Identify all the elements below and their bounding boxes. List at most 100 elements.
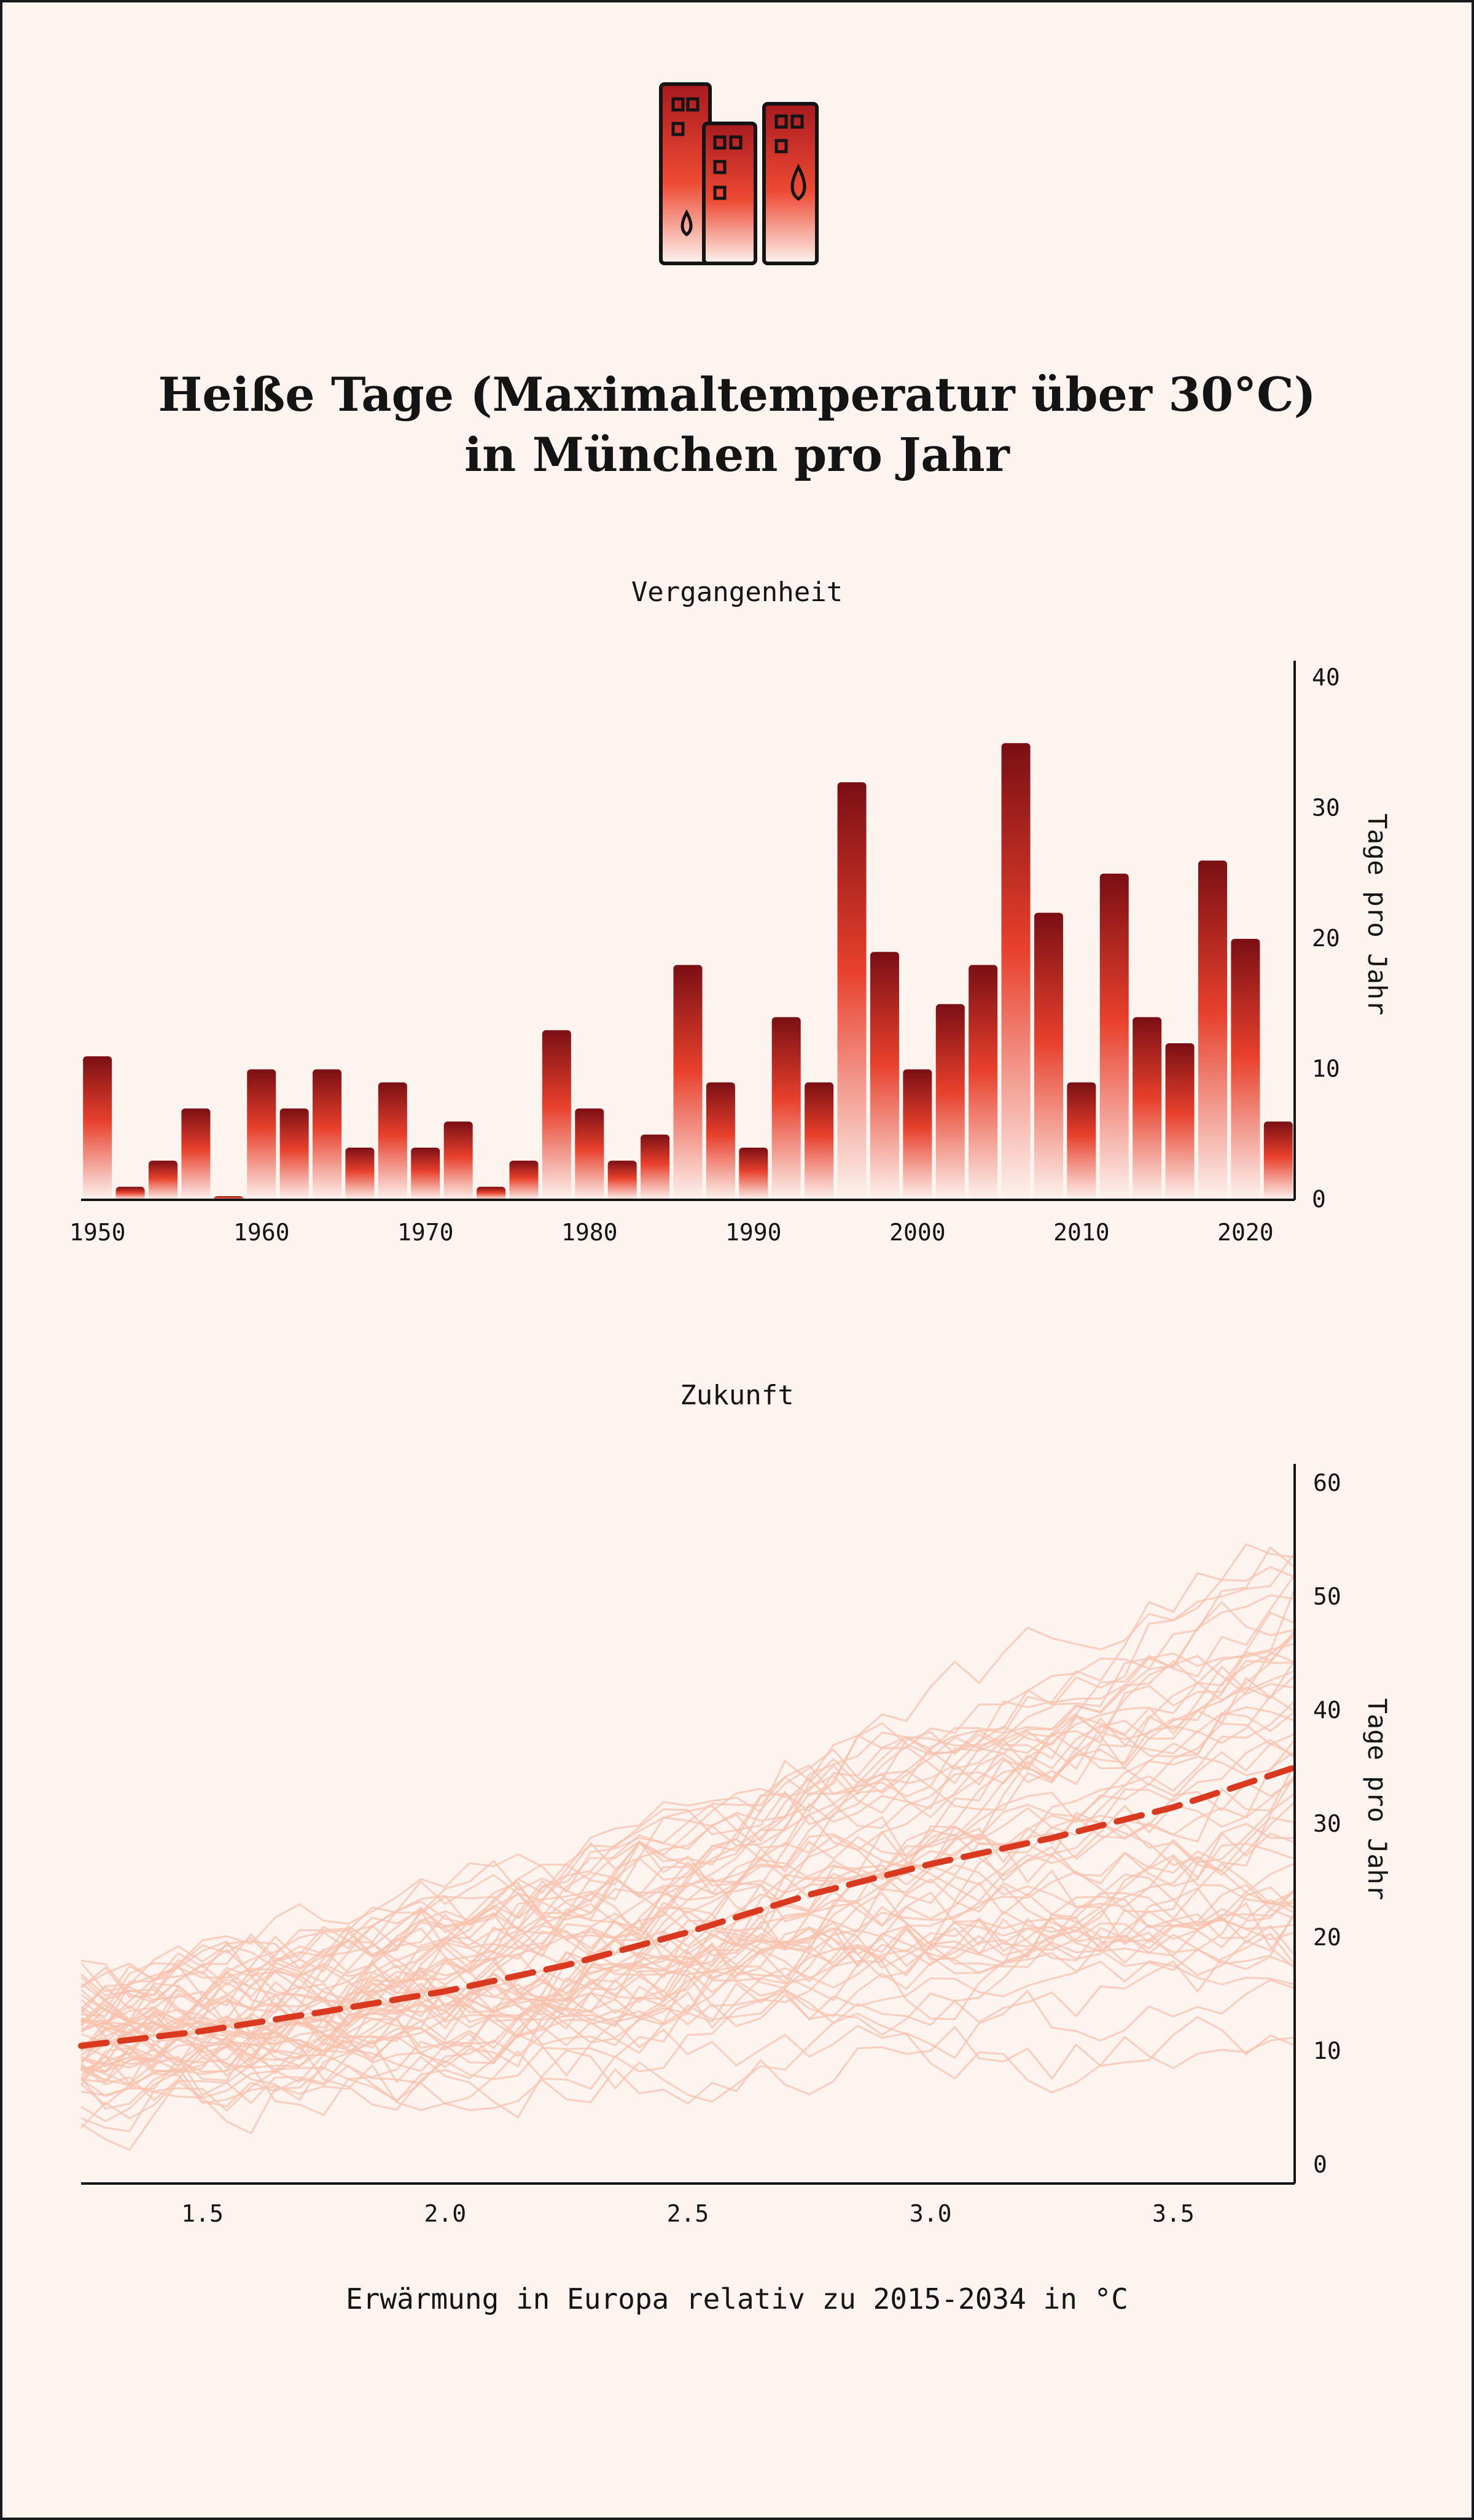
bar xyxy=(509,1161,539,1200)
bar xyxy=(771,1017,801,1200)
bar xyxy=(607,1161,637,1200)
y-tick-label: 30 xyxy=(1313,1810,1341,1837)
y-tick-label: 60 xyxy=(1313,1469,1341,1496)
ensemble-line xyxy=(81,2012,1295,2119)
y-tick-label: 10 xyxy=(1313,2037,1341,2064)
future-chart-title: Zukunft xyxy=(680,1380,794,1411)
ensemble-line xyxy=(81,1908,1295,2133)
ensemble-line xyxy=(81,1601,1295,1997)
x-tick-label: 2.0 xyxy=(424,2200,466,2227)
ensemble-line xyxy=(81,1546,1295,2004)
bar xyxy=(443,1121,473,1200)
bar xyxy=(870,952,899,1200)
bar xyxy=(837,782,867,1200)
x-tick-label: 2010 xyxy=(1053,1219,1110,1246)
y-axis-label: Tage pro Jahr xyxy=(1362,1698,1392,1900)
bar xyxy=(1198,860,1227,1200)
ensemble-line xyxy=(81,1905,1295,2086)
x-tick-label: 3.5 xyxy=(1152,2200,1195,2227)
y-tick-label: 0 xyxy=(1313,2151,1327,2178)
x-tick-label: 1.5 xyxy=(181,2200,224,2227)
y-axis-label: Tage pro Jahr xyxy=(1362,814,1392,1016)
x-tick-label: 1970 xyxy=(397,1219,454,1246)
past-bar-chart: 0 10 20 30 40 1950 1960 1970 1980 1990 2000 2010 202… xyxy=(69,661,1392,1246)
bar xyxy=(83,1056,112,1200)
future-line-chart: 0 10 20 30 40 50 60 1.5 2.0 2.5 3.0 3.5 Tage pro Jah… xyxy=(78,1464,1392,2227)
y-tick-label: 40 xyxy=(1312,664,1340,691)
bar xyxy=(378,1082,407,1200)
ensemble-line xyxy=(81,1711,1295,2038)
ensemble-line xyxy=(81,1742,1295,2075)
bar xyxy=(575,1108,604,1200)
bar xyxy=(1034,912,1063,1200)
ensemble-line xyxy=(81,1552,1295,2047)
page-title: Heiße Tage (Maximaltemperatur über 30°C)… xyxy=(2,365,1472,485)
ensemble-line xyxy=(81,1611,1295,2051)
bar xyxy=(115,1186,145,1200)
bar xyxy=(1263,1121,1293,1200)
bar xyxy=(1099,873,1129,1200)
title-line-1: Heiße Tage (Maximaltemperatur über 30°C) xyxy=(158,367,1316,422)
ensemble-line xyxy=(81,1566,1295,1988)
bar xyxy=(706,1082,735,1200)
ensemble-line xyxy=(81,1675,1295,2014)
past-chart-title: Vergangenheit xyxy=(631,577,843,608)
bar xyxy=(279,1108,309,1200)
bar xyxy=(1067,1082,1096,1200)
x-tick-label: 1960 xyxy=(233,1219,290,1246)
x-tick-label: 1990 xyxy=(725,1219,782,1246)
ensemble-line xyxy=(81,1881,1295,2057)
x-tick-label: 1980 xyxy=(561,1219,618,1246)
hot-city-buildings-icon xyxy=(659,82,819,265)
ensemble-line xyxy=(81,1979,1295,2110)
y-tick-label: 50 xyxy=(1313,1583,1341,1610)
ensemble-line xyxy=(81,1739,1295,2025)
x-tick-label: 2000 xyxy=(889,1219,946,1246)
y-tick-label: 10 xyxy=(1312,1056,1340,1083)
ensemble-line xyxy=(81,1694,1295,2029)
ensemble-line xyxy=(81,1873,1295,2058)
bar xyxy=(935,1004,965,1200)
y-tick-label: 30 xyxy=(1312,795,1340,822)
title-line-2: in München pro Jahr xyxy=(464,427,1010,482)
x-tick-label: 2.5 xyxy=(667,2200,709,2227)
bar xyxy=(1231,939,1260,1200)
ensemble-line xyxy=(81,1942,1295,2101)
bar xyxy=(149,1161,178,1200)
ensemble-line xyxy=(81,1775,1295,2082)
x-tick-label: 1950 xyxy=(69,1219,126,1246)
bar xyxy=(641,1134,670,1200)
ensemble-line xyxy=(81,1659,1295,2066)
bar xyxy=(739,1148,768,1200)
y-tick-label: 20 xyxy=(1313,1924,1341,1951)
ensemble-line xyxy=(81,1856,1295,2068)
bar xyxy=(247,1069,276,1200)
bar xyxy=(542,1030,571,1200)
bar xyxy=(477,1186,506,1200)
ensemble-line xyxy=(81,1801,1295,2002)
ensemble-line xyxy=(81,1574,1295,2051)
bar xyxy=(345,1148,375,1200)
bar xyxy=(181,1108,211,1200)
bar xyxy=(411,1148,440,1200)
y-tick-label: 40 xyxy=(1313,1697,1341,1724)
ensemble-line xyxy=(81,1630,1295,2012)
x-tick-label: 2020 xyxy=(1217,1219,1274,1246)
y-tick-label: 0 xyxy=(1312,1186,1326,1213)
y-tick-label: 20 xyxy=(1312,925,1340,952)
mean-line xyxy=(78,1764,1298,2049)
ensemble-line xyxy=(81,1914,1295,2129)
bar xyxy=(1165,1043,1195,1200)
bar xyxy=(805,1082,834,1200)
ensemble-line xyxy=(81,1927,1295,2075)
ensemble-lines xyxy=(81,1543,1295,2152)
x-tick-label: 3.0 xyxy=(910,2200,952,2227)
bar xyxy=(1133,1017,1162,1200)
future-x-axis-label: Erwärmung in Europa relativ zu 2015-2034… xyxy=(346,2282,1128,2316)
ensemble-line xyxy=(81,1654,1295,2029)
ensemble-line xyxy=(81,1842,1295,2065)
bar xyxy=(1001,743,1031,1200)
ensemble-line xyxy=(81,1722,1295,2051)
